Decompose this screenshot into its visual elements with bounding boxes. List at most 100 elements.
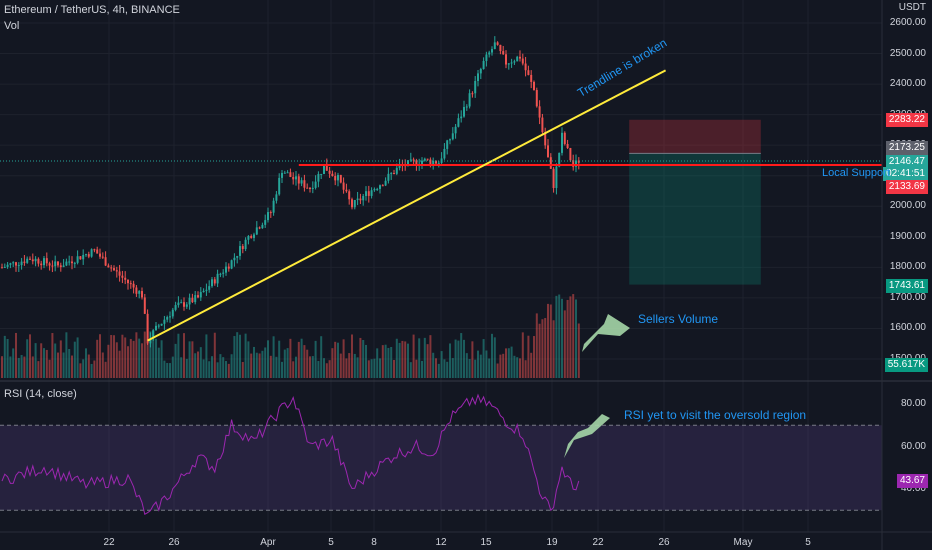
volume-bar — [435, 358, 437, 378]
volume-bar — [171, 356, 174, 378]
volume-bar — [205, 334, 208, 378]
price-tick-label: 2400.00 — [889, 78, 926, 90]
candle-body — [477, 73, 479, 82]
volume-bar — [491, 333, 493, 378]
candle-body — [359, 198, 362, 201]
stop-zone — [629, 119, 761, 154]
volume-bar — [93, 360, 96, 378]
volume-bar — [303, 345, 306, 378]
volume-bar — [115, 342, 118, 378]
volume-bar — [398, 342, 401, 378]
volume-bar — [76, 337, 79, 378]
volume-bar — [323, 358, 325, 378]
volume-bar — [90, 363, 93, 378]
volume-bar — [367, 360, 370, 378]
volume-bar — [197, 351, 199, 378]
volume-bar — [561, 298, 563, 378]
candle-body — [236, 255, 239, 258]
rsi-arrow-icon — [564, 414, 610, 458]
candle-body — [230, 260, 233, 269]
candle-body — [113, 268, 115, 271]
candle-body — [513, 61, 516, 63]
candle-body — [370, 190, 373, 196]
local-support-annotation[interactable]: Local Support — [822, 167, 890, 179]
volume-bar — [23, 356, 26, 378]
candle-body — [309, 187, 311, 189]
volume-bar — [415, 359, 418, 378]
volume-bar — [521, 332, 524, 378]
candle-body — [157, 325, 160, 327]
symbol-title[interactable]: Ethereum / TetherUS, 4h, BINANCE — [4, 4, 180, 16]
volume-bar — [267, 340, 269, 378]
candle-body — [185, 304, 188, 307]
candle-body — [390, 173, 393, 175]
volume-bar — [174, 343, 177, 378]
rsi-annotation[interactable]: RSI yet to visit the oversold region — [624, 408, 807, 422]
candle-body — [491, 49, 493, 53]
profit-zone — [629, 153, 761, 285]
volume-bar — [104, 361, 107, 378]
candle-body — [163, 319, 166, 324]
candle-body — [524, 63, 527, 71]
volume-bar — [34, 343, 37, 378]
candle-body — [379, 185, 381, 189]
volume-bar — [275, 356, 278, 378]
trade-position-box[interactable] — [629, 119, 761, 285]
candle-body — [244, 239, 247, 250]
volume-bar — [26, 339, 29, 378]
candle-body — [292, 176, 295, 180]
volume-bar — [300, 338, 303, 378]
countdown-badge: 02:41:51 — [883, 167, 928, 181]
volume-bar — [121, 334, 124, 378]
candle-body — [20, 261, 23, 266]
candle-body — [331, 173, 334, 177]
candle-body — [505, 54, 507, 65]
rsi-tick-label: 60.00 — [900, 440, 926, 452]
volume-bar — [208, 361, 211, 378]
trendline[interactable] — [147, 69, 667, 342]
candle-body — [465, 106, 468, 108]
volume-bar — [409, 362, 412, 378]
candle-body — [365, 191, 367, 196]
candle-body — [48, 263, 51, 266]
candle-body — [227, 266, 230, 269]
volume-bar — [241, 361, 244, 378]
currency-label: USDT — [898, 2, 926, 13]
time-tick-label: May — [734, 537, 753, 548]
volume-badge: 55.617K — [884, 358, 928, 372]
candle-body — [183, 302, 185, 307]
volume-bar — [127, 346, 129, 378]
candle-body — [286, 172, 289, 174]
volume-bar — [493, 337, 496, 378]
volume-bar — [510, 346, 513, 378]
volume-bar — [547, 303, 549, 378]
volume-bar — [163, 360, 166, 378]
rsi-indicator-label[interactable]: RSI (14, close) — [4, 388, 77, 400]
candle-body — [17, 265, 20, 267]
candle-body — [314, 181, 317, 188]
volume-bar — [535, 313, 538, 378]
vol-indicator-label[interactable]: Vol — [4, 20, 20, 32]
volume-bar — [572, 294, 575, 378]
volume-bar — [423, 337, 426, 378]
candle-body — [241, 246, 244, 250]
candle-body — [449, 139, 451, 141]
volume-bar — [325, 363, 328, 378]
volume-bar — [320, 336, 323, 378]
volume-bar — [488, 358, 491, 378]
volume-bar — [317, 360, 320, 378]
time-tick-label: 15 — [480, 537, 492, 548]
volume-bar — [474, 359, 477, 378]
volume-bar — [342, 339, 345, 378]
time-axis[interactable]: 22 26 Apr 5 8 12 15 19 22 26 May 5 — [103, 537, 811, 548]
candle-body — [317, 173, 320, 182]
candle-body — [516, 56, 519, 62]
candle-body — [216, 273, 219, 284]
sellers-volume-annotation[interactable]: Sellers Volume — [638, 312, 719, 326]
volume-bar — [146, 320, 149, 378]
volume-bar — [527, 335, 530, 378]
candle-body — [264, 220, 267, 225]
volume-bar — [451, 358, 454, 378]
volume-bar — [351, 334, 353, 378]
